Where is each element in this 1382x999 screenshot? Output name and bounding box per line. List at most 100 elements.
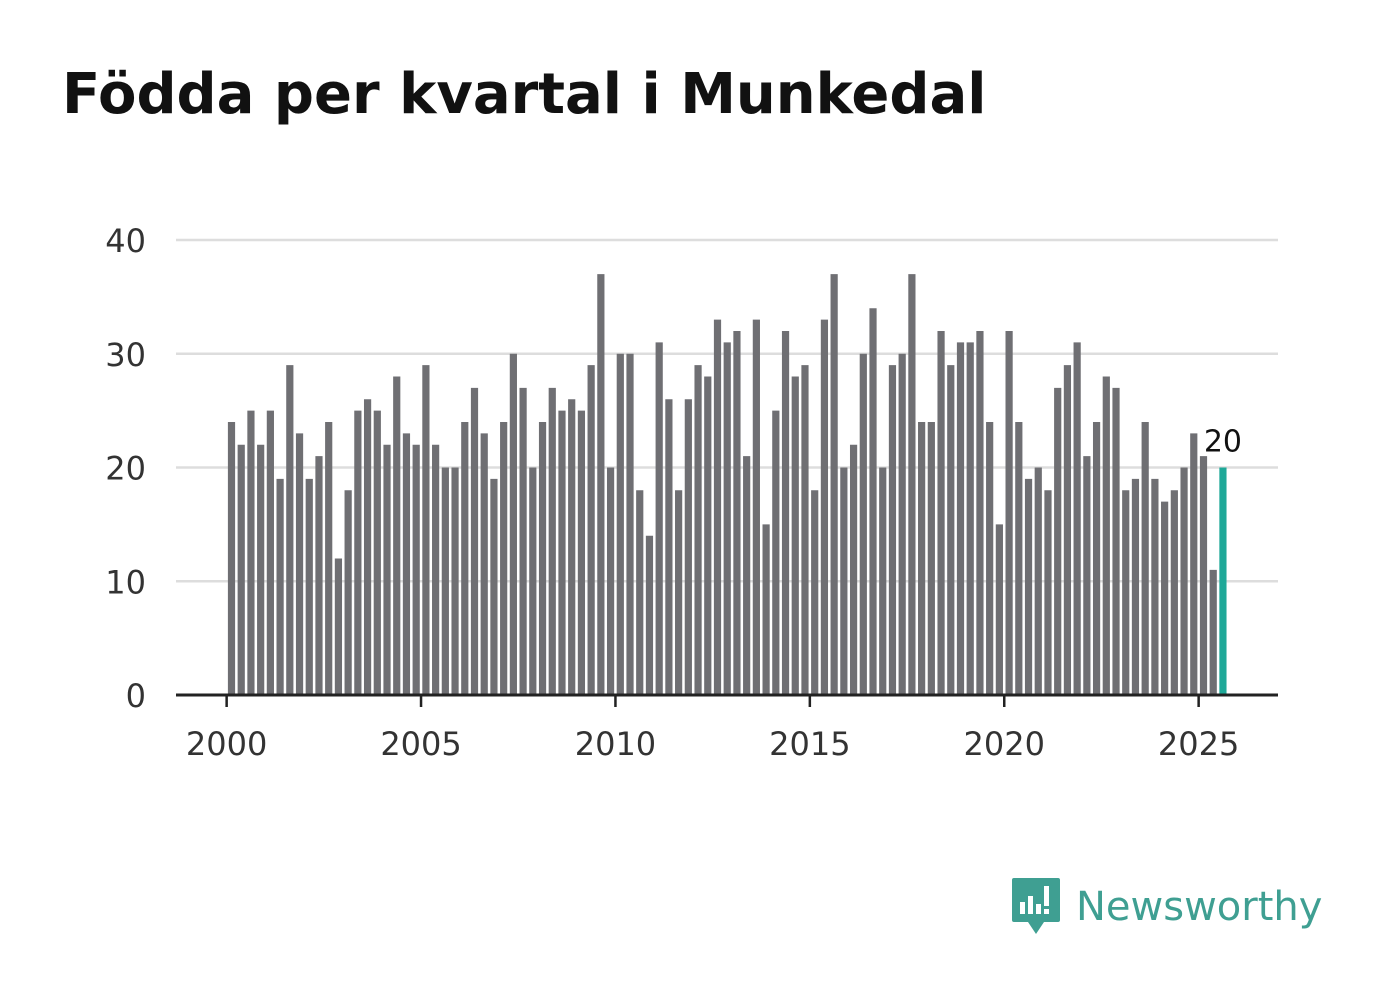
x-tick-label: 2005 xyxy=(380,725,461,763)
x-tick-label: 2015 xyxy=(769,725,850,763)
bar xyxy=(1044,490,1052,695)
chart-title: Födda per kvartal i Munkedal xyxy=(62,62,987,127)
bar xyxy=(743,456,751,695)
bar xyxy=(1112,387,1120,695)
bar xyxy=(1063,365,1072,695)
bar xyxy=(937,331,945,695)
bar xyxy=(451,467,459,695)
bar xyxy=(393,376,401,695)
bar xyxy=(363,399,372,695)
bar xyxy=(616,353,624,695)
bar xyxy=(568,399,576,695)
bar xyxy=(1015,422,1023,695)
bar xyxy=(1005,331,1013,695)
bar xyxy=(791,376,799,695)
bar xyxy=(461,422,469,695)
bar xyxy=(1141,422,1149,695)
bar xyxy=(1190,433,1198,695)
bar xyxy=(879,467,887,695)
bar xyxy=(1131,478,1140,695)
bar xyxy=(295,433,304,695)
bar xyxy=(918,422,926,695)
bar xyxy=(801,365,809,695)
bar xyxy=(840,467,848,695)
bar xyxy=(354,410,362,695)
bar xyxy=(888,365,897,695)
bar xyxy=(577,410,586,695)
bar xyxy=(859,353,867,695)
bar xyxy=(344,490,352,695)
bar xyxy=(1024,478,1033,695)
bar xyxy=(1073,342,1081,695)
bar xyxy=(733,331,741,695)
bar xyxy=(781,331,790,695)
bar xyxy=(383,444,391,695)
bar xyxy=(1054,387,1062,695)
bar xyxy=(325,422,333,695)
axes: 0 10 20 30 40 2000 2005 2010 2015 2020 2025 20 xyxy=(105,222,1278,763)
bar xyxy=(1209,569,1217,695)
bar xyxy=(558,410,566,695)
bar xyxy=(286,365,294,695)
newsworthy-logo-icon xyxy=(1012,878,1060,934)
bar xyxy=(1083,456,1091,695)
bar xyxy=(908,274,916,695)
latest-value-label: 20 xyxy=(1204,425,1242,460)
x-tick-label: 2000 xyxy=(186,725,267,763)
bar xyxy=(947,365,955,695)
bar xyxy=(441,467,449,695)
bar xyxy=(247,410,255,695)
brand-name: Newsworthy xyxy=(1076,884,1323,930)
bar xyxy=(500,422,508,695)
bar xyxy=(305,478,313,695)
bar xyxy=(1151,478,1159,695)
bar xyxy=(606,467,615,695)
bar xyxy=(412,444,420,695)
bar xyxy=(490,478,498,695)
bar xyxy=(1180,467,1188,695)
bar xyxy=(402,433,411,695)
y-tick-label: 20 xyxy=(105,450,146,488)
brand-logo: Newsworthy xyxy=(1010,876,1322,938)
x-tick-label: 2025 xyxy=(1158,725,1239,763)
y-tick-label: 40 xyxy=(105,222,146,260)
bar xyxy=(684,399,692,695)
bar xyxy=(752,319,760,695)
bar xyxy=(227,422,236,695)
bar xyxy=(723,342,731,695)
bar xyxy=(966,342,974,695)
bar xyxy=(509,353,517,695)
bar xyxy=(470,387,479,695)
bar xyxy=(237,444,245,695)
bar xyxy=(1102,376,1110,695)
bar xyxy=(266,410,274,695)
bar xyxy=(1034,467,1042,695)
bar xyxy=(927,422,935,695)
bar xyxy=(597,274,605,695)
bar xyxy=(257,444,265,695)
bars xyxy=(227,274,1227,695)
bar xyxy=(1161,501,1169,695)
x-tick-label: 2020 xyxy=(964,725,1045,763)
bar xyxy=(898,353,906,695)
bar xyxy=(315,456,323,695)
bar xyxy=(548,387,556,695)
bar xyxy=(694,365,702,695)
bar xyxy=(811,490,819,695)
bar xyxy=(1122,490,1130,695)
bar xyxy=(820,319,829,695)
bar xyxy=(849,444,858,695)
bar xyxy=(713,319,722,695)
bar xyxy=(772,410,780,695)
y-tick-label: 30 xyxy=(105,336,146,374)
bar xyxy=(976,331,984,695)
bar xyxy=(538,422,547,695)
bar xyxy=(645,535,654,695)
bar xyxy=(762,524,770,695)
bar xyxy=(519,387,527,695)
bar xyxy=(869,308,877,695)
bar xyxy=(432,444,440,695)
bar xyxy=(956,342,965,695)
bar xyxy=(830,274,838,695)
